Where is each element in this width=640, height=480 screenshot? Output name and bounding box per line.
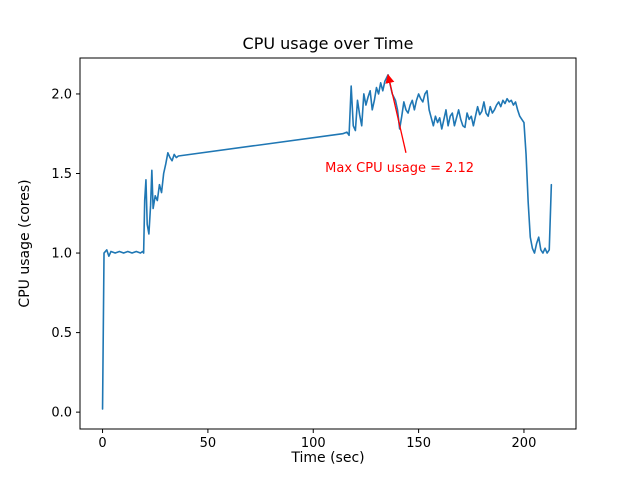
x-tick-label: 50	[200, 436, 217, 451]
annotation-arrow	[385, 73, 407, 153]
x-axis-label: Time (sec)	[290, 450, 364, 466]
x-tick-label: 100	[301, 436, 326, 451]
annotation-text: Max CPU usage = 2.12	[325, 161, 474, 176]
y-axis-label: CPU usage (cores)	[17, 179, 33, 307]
plot-layer: 0 50 100 150 200 0.0 0.5 1.0 1.5 2.0 Max CPU usage…	[51, 57, 577, 451]
plot-border	[79, 57, 577, 430]
x-tick-label: 150	[406, 436, 431, 451]
y-tick-label: 2.0	[51, 87, 72, 102]
chart-title: CPU usage over Time	[243, 34, 414, 53]
y-tick-label: 1.0	[51, 247, 72, 262]
y-tick-label: 1.5	[51, 167, 72, 182]
x-tick-label: 0	[98, 436, 106, 451]
y-tick-label: 0.5	[51, 326, 72, 341]
cpu-usage-line	[101, 74, 553, 410]
y-tick-label: 0.0	[51, 406, 72, 421]
x-tick-label: 200	[512, 436, 537, 451]
